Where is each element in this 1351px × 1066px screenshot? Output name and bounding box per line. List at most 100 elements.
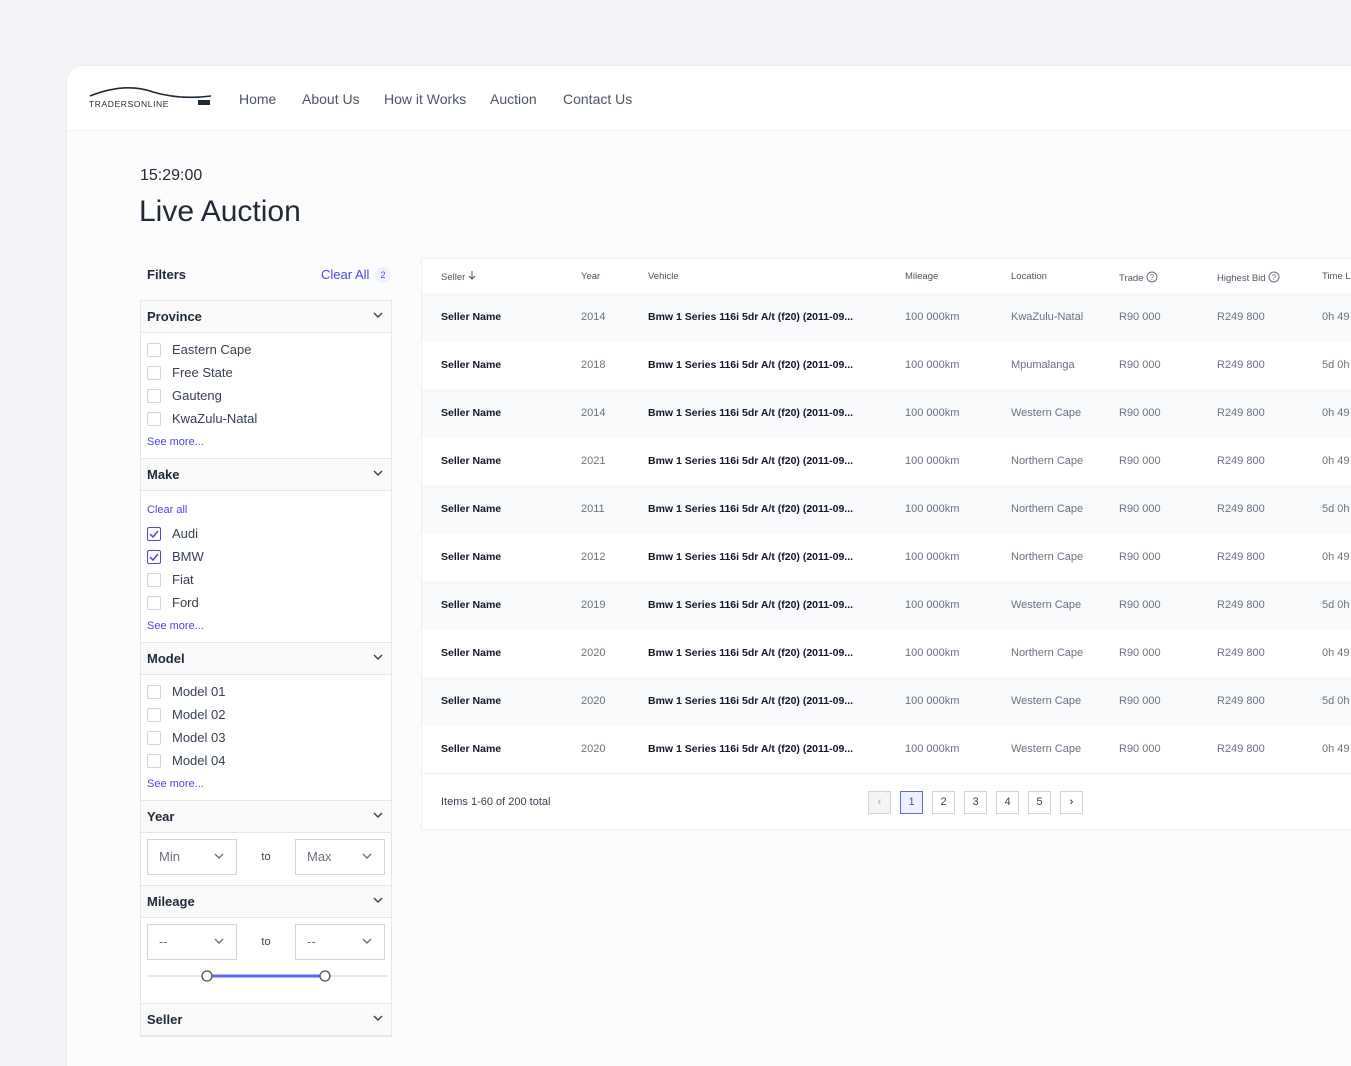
nav-link[interactable]: Home	[239, 91, 277, 107]
cell: R90 000	[1119, 503, 1161, 515]
page-prev[interactable]: ‹	[868, 791, 891, 814]
column-header[interactable]: Seller	[441, 271, 476, 283]
checkbox[interactable]	[147, 342, 161, 357]
section-header[interactable]: Mileage	[141, 886, 391, 918]
checkbox[interactable]	[147, 684, 161, 699]
option[interactable]: Free State	[147, 361, 385, 384]
option-label: BMW	[172, 549, 204, 564]
checkbox[interactable]	[147, 707, 161, 722]
svg-text:?: ?	[1150, 273, 1155, 282]
table-row[interactable]: Seller Name 2012 Bmw 1 Series 116i 5dr A/t…	[422, 533, 1351, 581]
nav-link[interactable]: Contact Us	[563, 91, 633, 107]
table-row[interactable]: Seller Name 2020 Bmw 1 Series 116i 5dr A/t…	[422, 677, 1351, 725]
table-row[interactable]: Seller Name 2020 Bmw 1 Series 116i 5dr A/t…	[422, 725, 1351, 773]
checkbox[interactable]	[147, 526, 161, 541]
chevron	[373, 312, 383, 318]
range-slider[interactable]	[147, 960, 387, 988]
select[interactable]: Max	[295, 839, 385, 875]
cell: 100 000km	[905, 599, 960, 611]
checkbox[interactable]	[147, 411, 161, 426]
page-button[interactable]: 1	[900, 791, 923, 814]
auction-table: Seller Year Vehicle Mileage Location Trade ?…	[421, 258, 1351, 830]
option[interactable]: Fiat	[147, 568, 385, 591]
option-label: Gauteng	[172, 388, 222, 403]
page-button[interactable]: 5	[1028, 791, 1051, 814]
select[interactable]: --	[295, 924, 385, 960]
option[interactable]: Gauteng	[147, 384, 385, 407]
checkbox[interactable]	[147, 753, 161, 768]
filter-section: Mileage -- to --	[140, 886, 392, 1004]
option[interactable]: Audi	[147, 522, 385, 545]
see-more[interactable]: See more...	[147, 778, 204, 790]
cell: 0h 49	[1322, 551, 1350, 563]
checkbox[interactable]	[147, 388, 161, 403]
cell: 0h 49	[1322, 743, 1350, 755]
range-to: to	[261, 936, 271, 948]
section-header[interactable]: Province	[141, 301, 391, 333]
see-more[interactable]: See more...	[147, 436, 204, 448]
checkbox[interactable]	[147, 549, 161, 564]
select[interactable]: --	[147, 924, 237, 960]
see-more[interactable]: See more...	[147, 620, 204, 632]
section-header[interactable]: Year	[141, 801, 391, 833]
filters: Province Eastern Cape Free State Gauteng Kwa…	[140, 300, 392, 1037]
checkbox[interactable]	[147, 595, 161, 610]
svg-text:?: ?	[1272, 273, 1277, 282]
table-row[interactable]: Seller Name 2014 Bmw 1 Series 116i 5dr A/t…	[422, 293, 1351, 341]
app-panel: TRADERSONLINE Home About Us How it Works Au…	[67, 66, 1351, 1066]
clear-link[interactable]: Clear all	[147, 504, 188, 516]
page-next[interactable]: ›	[1060, 791, 1083, 814]
chevron	[362, 853, 372, 859]
section-body: Eastern Cape Free State Gauteng KwaZulu-Nat…	[141, 333, 391, 458]
section-header[interactable]: Make	[141, 459, 391, 491]
select[interactable]: Min	[147, 839, 237, 875]
option[interactable]: BMW	[147, 545, 385, 568]
section-title: Year	[147, 809, 175, 824]
table-row[interactable]: Seller Name 2021 Bmw 1 Series 116i 5dr A/t…	[422, 437, 1351, 485]
filter-section: Province Eastern Cape Free State Gauteng Kwa…	[140, 300, 392, 459]
filter-section: Seller	[140, 1004, 392, 1037]
option[interactable]: Eastern Cape	[147, 338, 385, 361]
option[interactable]: Model 04	[147, 749, 385, 772]
table-row[interactable]: Seller Name 2011 Bmw 1 Series 116i 5dr A/t…	[422, 485, 1351, 533]
column-header: Highest Bid ?	[1217, 271, 1280, 284]
cell: R249 800	[1217, 311, 1265, 323]
select-value: Max	[307, 849, 332, 864]
table-row[interactable]: Seller Name 2018 Bmw 1 Series 116i 5dr A/t…	[422, 341, 1351, 389]
option[interactable]: KwaZulu-Natal	[147, 407, 385, 430]
cell: Seller Name	[441, 503, 502, 515]
table-row[interactable]: Seller Name 2014 Bmw 1 Series 116i 5dr A/t…	[422, 389, 1351, 437]
option[interactable]: Model 01	[147, 680, 385, 703]
checkbox[interactable]	[147, 572, 161, 587]
nav-link[interactable]: About Us	[302, 91, 360, 107]
table-row[interactable]: Seller Name 2019 Bmw 1 Series 116i 5dr A/t…	[422, 581, 1351, 629]
cell: R249 800	[1217, 551, 1265, 563]
help-icon: ?	[1268, 271, 1280, 283]
page-button[interactable]: 4	[996, 791, 1019, 814]
page-button[interactable]: 3	[964, 791, 987, 814]
clear-all[interactable]: Clear All	[321, 267, 370, 282]
option[interactable]: Model 02	[147, 703, 385, 726]
logo[interactable]: TRADERSONLINE	[85, 78, 215, 118]
option-label: Ford	[172, 595, 199, 610]
nav-link[interactable]: Auction	[490, 91, 537, 107]
checkbox[interactable]	[147, 365, 161, 380]
option-label: KwaZulu-Natal	[172, 411, 258, 426]
page-button[interactable]: 2	[932, 791, 955, 814]
cell: Seller Name	[441, 359, 502, 371]
cell: Bmw 1 Series 116i 5dr A/t (f20) (2011-09…	[648, 647, 854, 659]
chevron	[362, 938, 372, 944]
cell: 2018	[581, 359, 606, 371]
checkbox[interactable]	[147, 730, 161, 745]
option-label: Model 04	[172, 753, 226, 768]
nav-link[interactable]: How it Works	[384, 91, 467, 107]
time: 15:29:00	[140, 167, 203, 184]
section-header[interactable]: Model	[141, 643, 391, 675]
option[interactable]: Model 03	[147, 726, 385, 749]
table-footer: Items 1-60 of 200 total ‹ 1 2 3 4 5 ›	[422, 773, 1351, 830]
table-row[interactable]: Seller Name 2020 Bmw 1 Series 116i 5dr A/t…	[422, 629, 1351, 677]
section-header[interactable]: Seller	[141, 1004, 391, 1036]
option[interactable]: Ford	[147, 591, 385, 614]
cell: Seller Name	[441, 743, 502, 755]
chevron	[373, 470, 383, 476]
